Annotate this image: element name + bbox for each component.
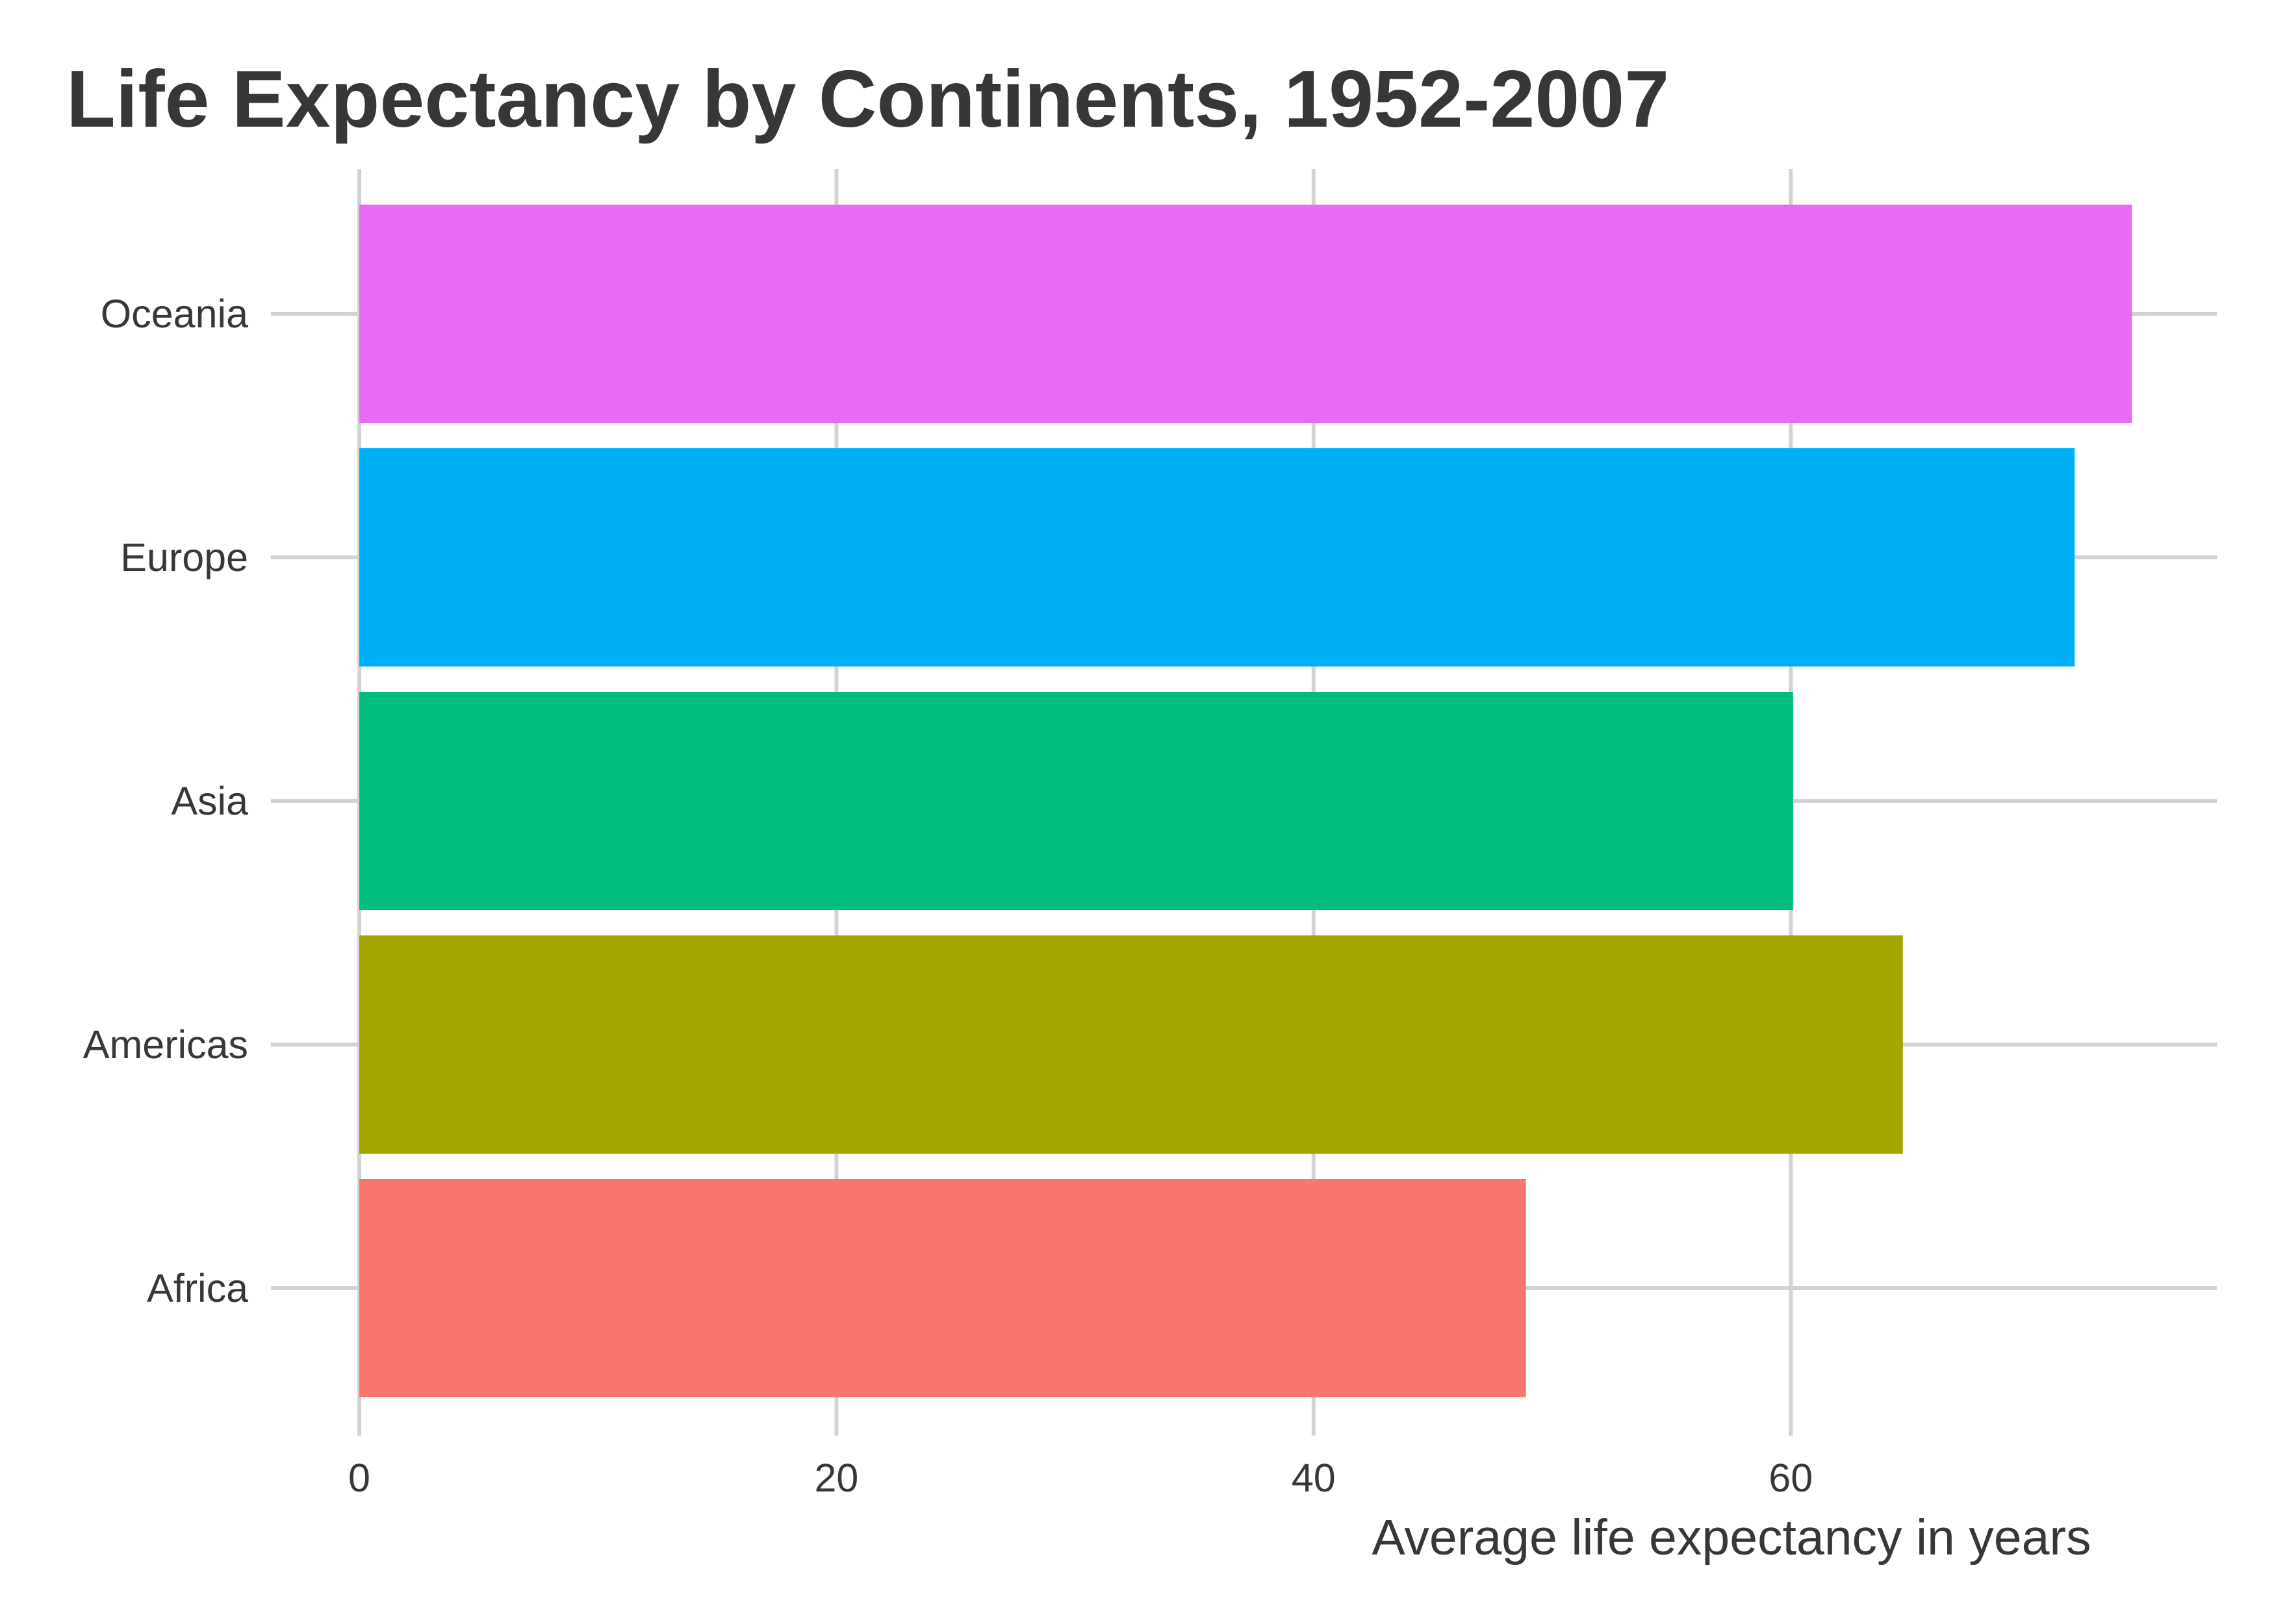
y-tick-label-asia: Asia	[171, 779, 248, 823]
x-tick-label-60: 60	[1769, 1456, 1813, 1500]
bar-americas	[359, 935, 1903, 1154]
bar-europe	[359, 448, 2075, 666]
y-tick-label-americas: Americas	[83, 1022, 248, 1067]
x-tick-label-0: 0	[348, 1456, 370, 1500]
x-axis-tick-labels: 0 20 40 60	[348, 1456, 1813, 1500]
y-tick-label-oceania: Oceania	[101, 292, 248, 336]
bar-layer	[359, 205, 2132, 1397]
bar-asia	[359, 692, 1793, 910]
x-axis-title: Average life expectancy in years	[1372, 1510, 2091, 1566]
y-axis-tick-labels: Africa Americas Asia Europe Oceania	[83, 292, 248, 1310]
x-tick-label-40: 40	[1292, 1456, 1336, 1500]
bar-oceania	[359, 205, 2132, 423]
y-tick-label-europe: Europe	[120, 535, 248, 579]
bar-africa	[359, 1179, 1526, 1397]
y-tick-label-africa: Africa	[147, 1266, 248, 1310]
chart-title: Life Expectancy by Continents, 1952-2007	[66, 55, 1669, 144]
x-tick-label-20: 20	[814, 1456, 858, 1500]
